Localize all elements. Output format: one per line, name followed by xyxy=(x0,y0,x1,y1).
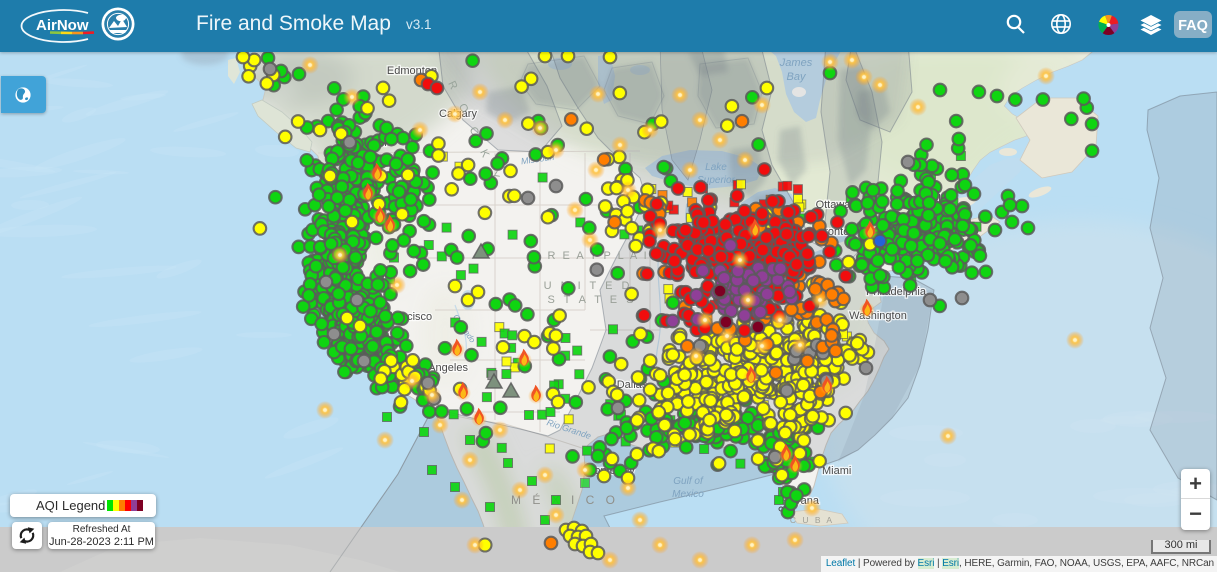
svg-text:Gulf of: Gulf of xyxy=(673,476,704,487)
svg-text:FAQ: FAQ xyxy=(1178,18,1208,34)
svg-text:S T A T E S: S T A T E S xyxy=(547,294,636,306)
svg-text:James: James xyxy=(779,57,813,69)
svg-text:Mexico: Mexico xyxy=(672,489,704,500)
svg-text:AirNow: AirNow xyxy=(36,17,89,34)
svg-text:Bay: Bay xyxy=(787,71,807,83)
svg-text:Miami: Miami xyxy=(822,465,851,477)
svg-text:U N I T E D: U N I T E D xyxy=(544,280,633,292)
svg-text:Lake: Lake xyxy=(705,162,727,173)
svg-text:Washington: Washington xyxy=(849,310,907,322)
